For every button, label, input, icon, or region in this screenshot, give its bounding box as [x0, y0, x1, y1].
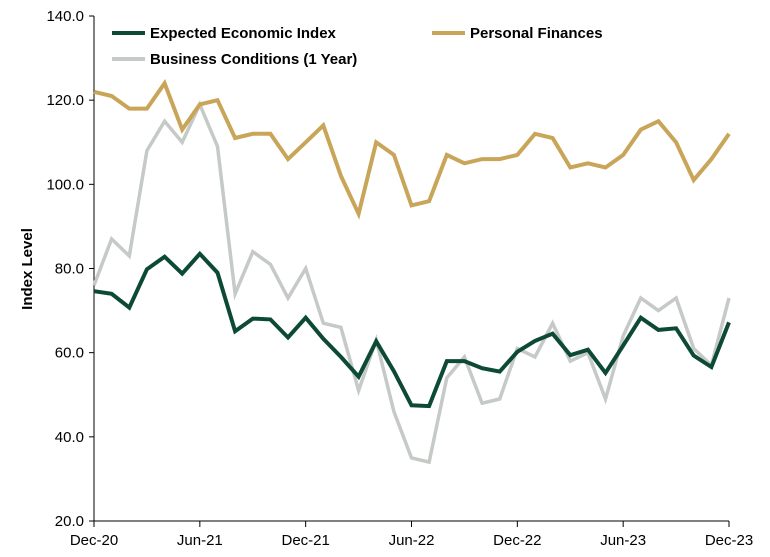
series-line-expected-economic-index — [93, 250, 731, 409]
y-tick-label: 40.0 — [55, 429, 84, 446]
y-tick-label: 140.0 — [46, 8, 84, 25]
x-tick-label: Dec-22 — [493, 532, 541, 549]
y-tick-label: 80.0 — [55, 261, 84, 278]
x-tick-label: Jun-23 — [600, 532, 646, 549]
x-tick-label: Dec-20 — [70, 532, 118, 549]
legend-label-business-conditions: Business Conditions (1 Year) — [150, 51, 357, 68]
legend-item-personal-finances: Personal Finances — [432, 25, 603, 42]
y-tick-label: 20.0 — [55, 513, 84, 530]
x-tick-label: Dec-23 — [705, 532, 753, 549]
x-tick-label: Jun-22 — [389, 532, 435, 549]
y-tick-label: 100.0 — [46, 176, 84, 193]
legend-label-expected-economic-index: Expected Economic Index — [150, 25, 337, 42]
legend: Expected Economic Index Personal Finance… — [112, 25, 603, 68]
series-line-personal-finances — [93, 79, 731, 220]
plot-area: 20.0 40.0 60.0 80.0 100.0 120.0 140.0 Dec-20 Jun… — [46, 8, 753, 549]
y-tick-label: 120.0 — [46, 92, 84, 109]
series-line-business-conditions — [92, 100, 731, 465]
legend-label-personal-finances: Personal Finances — [470, 25, 603, 42]
x-tick-label: Jun-21 — [177, 532, 223, 549]
legend-item-business-conditions: Business Conditions (1 Year) — [112, 51, 357, 68]
x-tick-label: Dec-21 — [281, 532, 329, 549]
y-tick-label: 60.0 — [55, 345, 84, 362]
legend-item-expected-economic-index: Expected Economic Index — [112, 25, 337, 42]
y-axis-title: Index Level — [19, 228, 36, 310]
